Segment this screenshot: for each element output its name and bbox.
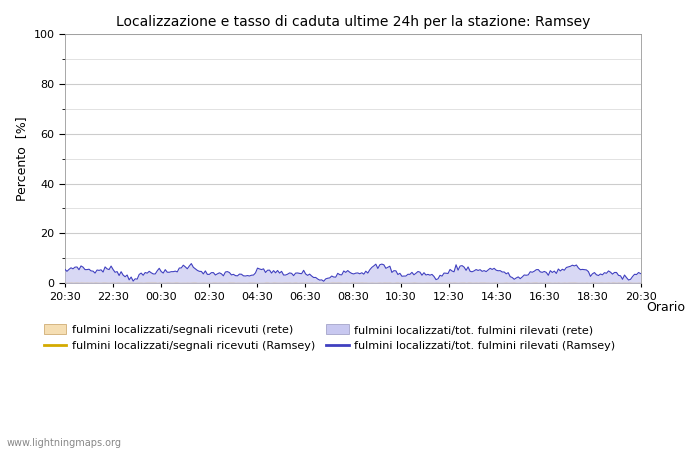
Legend: fulmini localizzati/segnali ricevuti (rete), fulmini localizzati/segnali ricevut: fulmini localizzati/segnali ricevuti (re… bbox=[41, 321, 619, 355]
Text: Orario: Orario bbox=[646, 301, 685, 314]
Title: Localizzazione e tasso di caduta ultime 24h per la stazione: Ramsey: Localizzazione e tasso di caduta ultime … bbox=[116, 15, 590, 29]
Y-axis label: Percento  [%]: Percento [%] bbox=[15, 117, 28, 201]
Text: www.lightningmaps.org: www.lightningmaps.org bbox=[7, 438, 122, 448]
